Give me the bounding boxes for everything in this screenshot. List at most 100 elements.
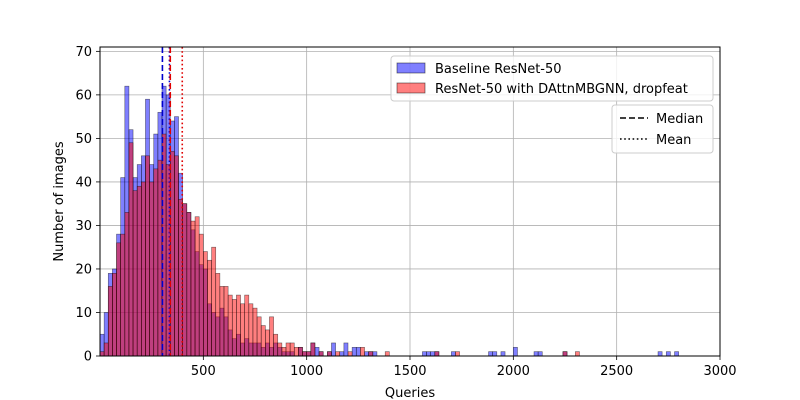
y-tick-label: 40 <box>75 175 92 190</box>
histogram-bar <box>128 142 134 357</box>
histogram-bar <box>149 181 155 357</box>
histogram-bar <box>533 351 539 357</box>
histogram-bar <box>355 346 361 357</box>
histogram-bar <box>318 351 324 357</box>
x-tick-label: 2500 <box>600 364 633 379</box>
histogram-bar <box>347 351 353 357</box>
histogram-bar <box>107 286 113 357</box>
histogram-bar <box>426 351 431 357</box>
histogram-bar <box>537 351 543 357</box>
histogram-bar <box>281 346 287 357</box>
histogram-bar <box>132 190 138 357</box>
histogram-bar <box>153 168 159 357</box>
histogram-bar <box>665 351 671 357</box>
x-axis-label: Queries <box>385 386 435 400</box>
histogram-bar <box>265 329 270 357</box>
legend-swatch <box>396 62 426 74</box>
histogram-bar <box>306 351 312 357</box>
histogram-bar <box>293 346 299 357</box>
histogram-bar <box>190 220 196 357</box>
histogram-bar <box>182 203 188 357</box>
histogram-bar <box>384 351 390 357</box>
histogram-bar <box>343 342 349 357</box>
histogram-bar <box>203 251 208 357</box>
histogram-bar <box>174 155 179 357</box>
histogram-bar <box>269 316 274 357</box>
histogram-bar <box>244 294 250 357</box>
histogram-bar <box>492 351 498 357</box>
histogram-bar <box>194 216 200 357</box>
legend-swatch <box>396 82 426 94</box>
histogram-bar <box>368 351 374 357</box>
histogram-bar <box>145 155 150 357</box>
histogram-bar <box>215 273 221 357</box>
histogram-bar <box>339 351 345 357</box>
histogram-bar <box>219 286 225 357</box>
histogram-bar <box>141 181 146 357</box>
histogram-bar <box>422 351 427 357</box>
histogram-bar <box>120 233 126 357</box>
legend-box <box>390 55 714 102</box>
histogram-bar <box>260 325 266 357</box>
histogram-bar <box>298 346 303 357</box>
histogram-bar <box>360 346 365 357</box>
histogram-bar <box>302 351 307 357</box>
series-legend: Baseline ResNet-50 ResNet-50 with DAttnMB… <box>390 55 714 102</box>
histogram-bar <box>351 346 357 357</box>
y-tick-label: 20 <box>75 262 92 277</box>
series-2-bars <box>99 133 580 357</box>
histogram-bar <box>327 351 332 357</box>
histogram-bar <box>236 294 241 357</box>
histogram-bar <box>136 185 142 357</box>
histogram-bar <box>674 351 679 357</box>
histogram-bar <box>157 159 163 357</box>
histogram-bar <box>99 351 105 357</box>
histogram-bar <box>575 351 580 357</box>
x-tick-label: 1000 <box>290 364 323 379</box>
histogram-bar <box>364 351 369 357</box>
histogram-bar <box>372 351 378 357</box>
histogram-bar <box>331 342 336 357</box>
histogram-bar <box>252 307 258 357</box>
y-tick-label: 50 <box>75 132 92 147</box>
histogram-bar <box>488 351 493 357</box>
histogram-bars <box>99 85 679 357</box>
legend-label: Baseline ResNet-50 <box>435 62 562 77</box>
histogram-bar <box>273 333 279 357</box>
histogram-bar <box>289 342 295 357</box>
histogram-bar <box>227 294 233 357</box>
histogram-bar <box>562 351 568 357</box>
style-legend-label: Median <box>656 112 703 127</box>
histogram-bar <box>310 342 316 357</box>
histogram-bar <box>451 351 456 357</box>
histogram-bar <box>314 346 320 357</box>
histogram-bar <box>103 342 109 357</box>
y-tick-label: 60 <box>75 88 92 103</box>
histogram-bar <box>116 242 121 357</box>
histogram-bar <box>112 273 117 357</box>
histogram-bar <box>124 212 130 357</box>
histogram-bar <box>248 303 254 357</box>
histogram-bar <box>207 259 212 357</box>
axis-ticks: 500 1000 1500 2000 2500 3000 0 10 20 30 40 50 60 70 <box>75 45 736 379</box>
line-style-legend: Median Mean <box>611 104 714 154</box>
histogram-bar <box>231 299 237 357</box>
x-tick-label: 3000 <box>703 364 736 379</box>
histogram-bar <box>430 351 436 357</box>
histogram-bar <box>178 199 183 357</box>
histogram-bar <box>455 351 460 357</box>
y-tick-label: 10 <box>75 306 92 321</box>
legend-label: ResNet-50 with DAttnMBGNN, dropfeat <box>435 82 688 97</box>
x-tick-label: 2000 <box>497 364 530 379</box>
style-legend-box <box>611 104 714 154</box>
reference-lines <box>161 47 184 356</box>
histogram-bar <box>211 246 217 357</box>
y-tick-label: 30 <box>75 219 92 234</box>
histogram-bar <box>513 346 518 357</box>
y-tick-label: 0 <box>84 350 92 365</box>
y-axis-label: Number of images <box>52 141 67 262</box>
histogram-bar <box>186 212 192 357</box>
histogram-bar <box>434 351 440 357</box>
